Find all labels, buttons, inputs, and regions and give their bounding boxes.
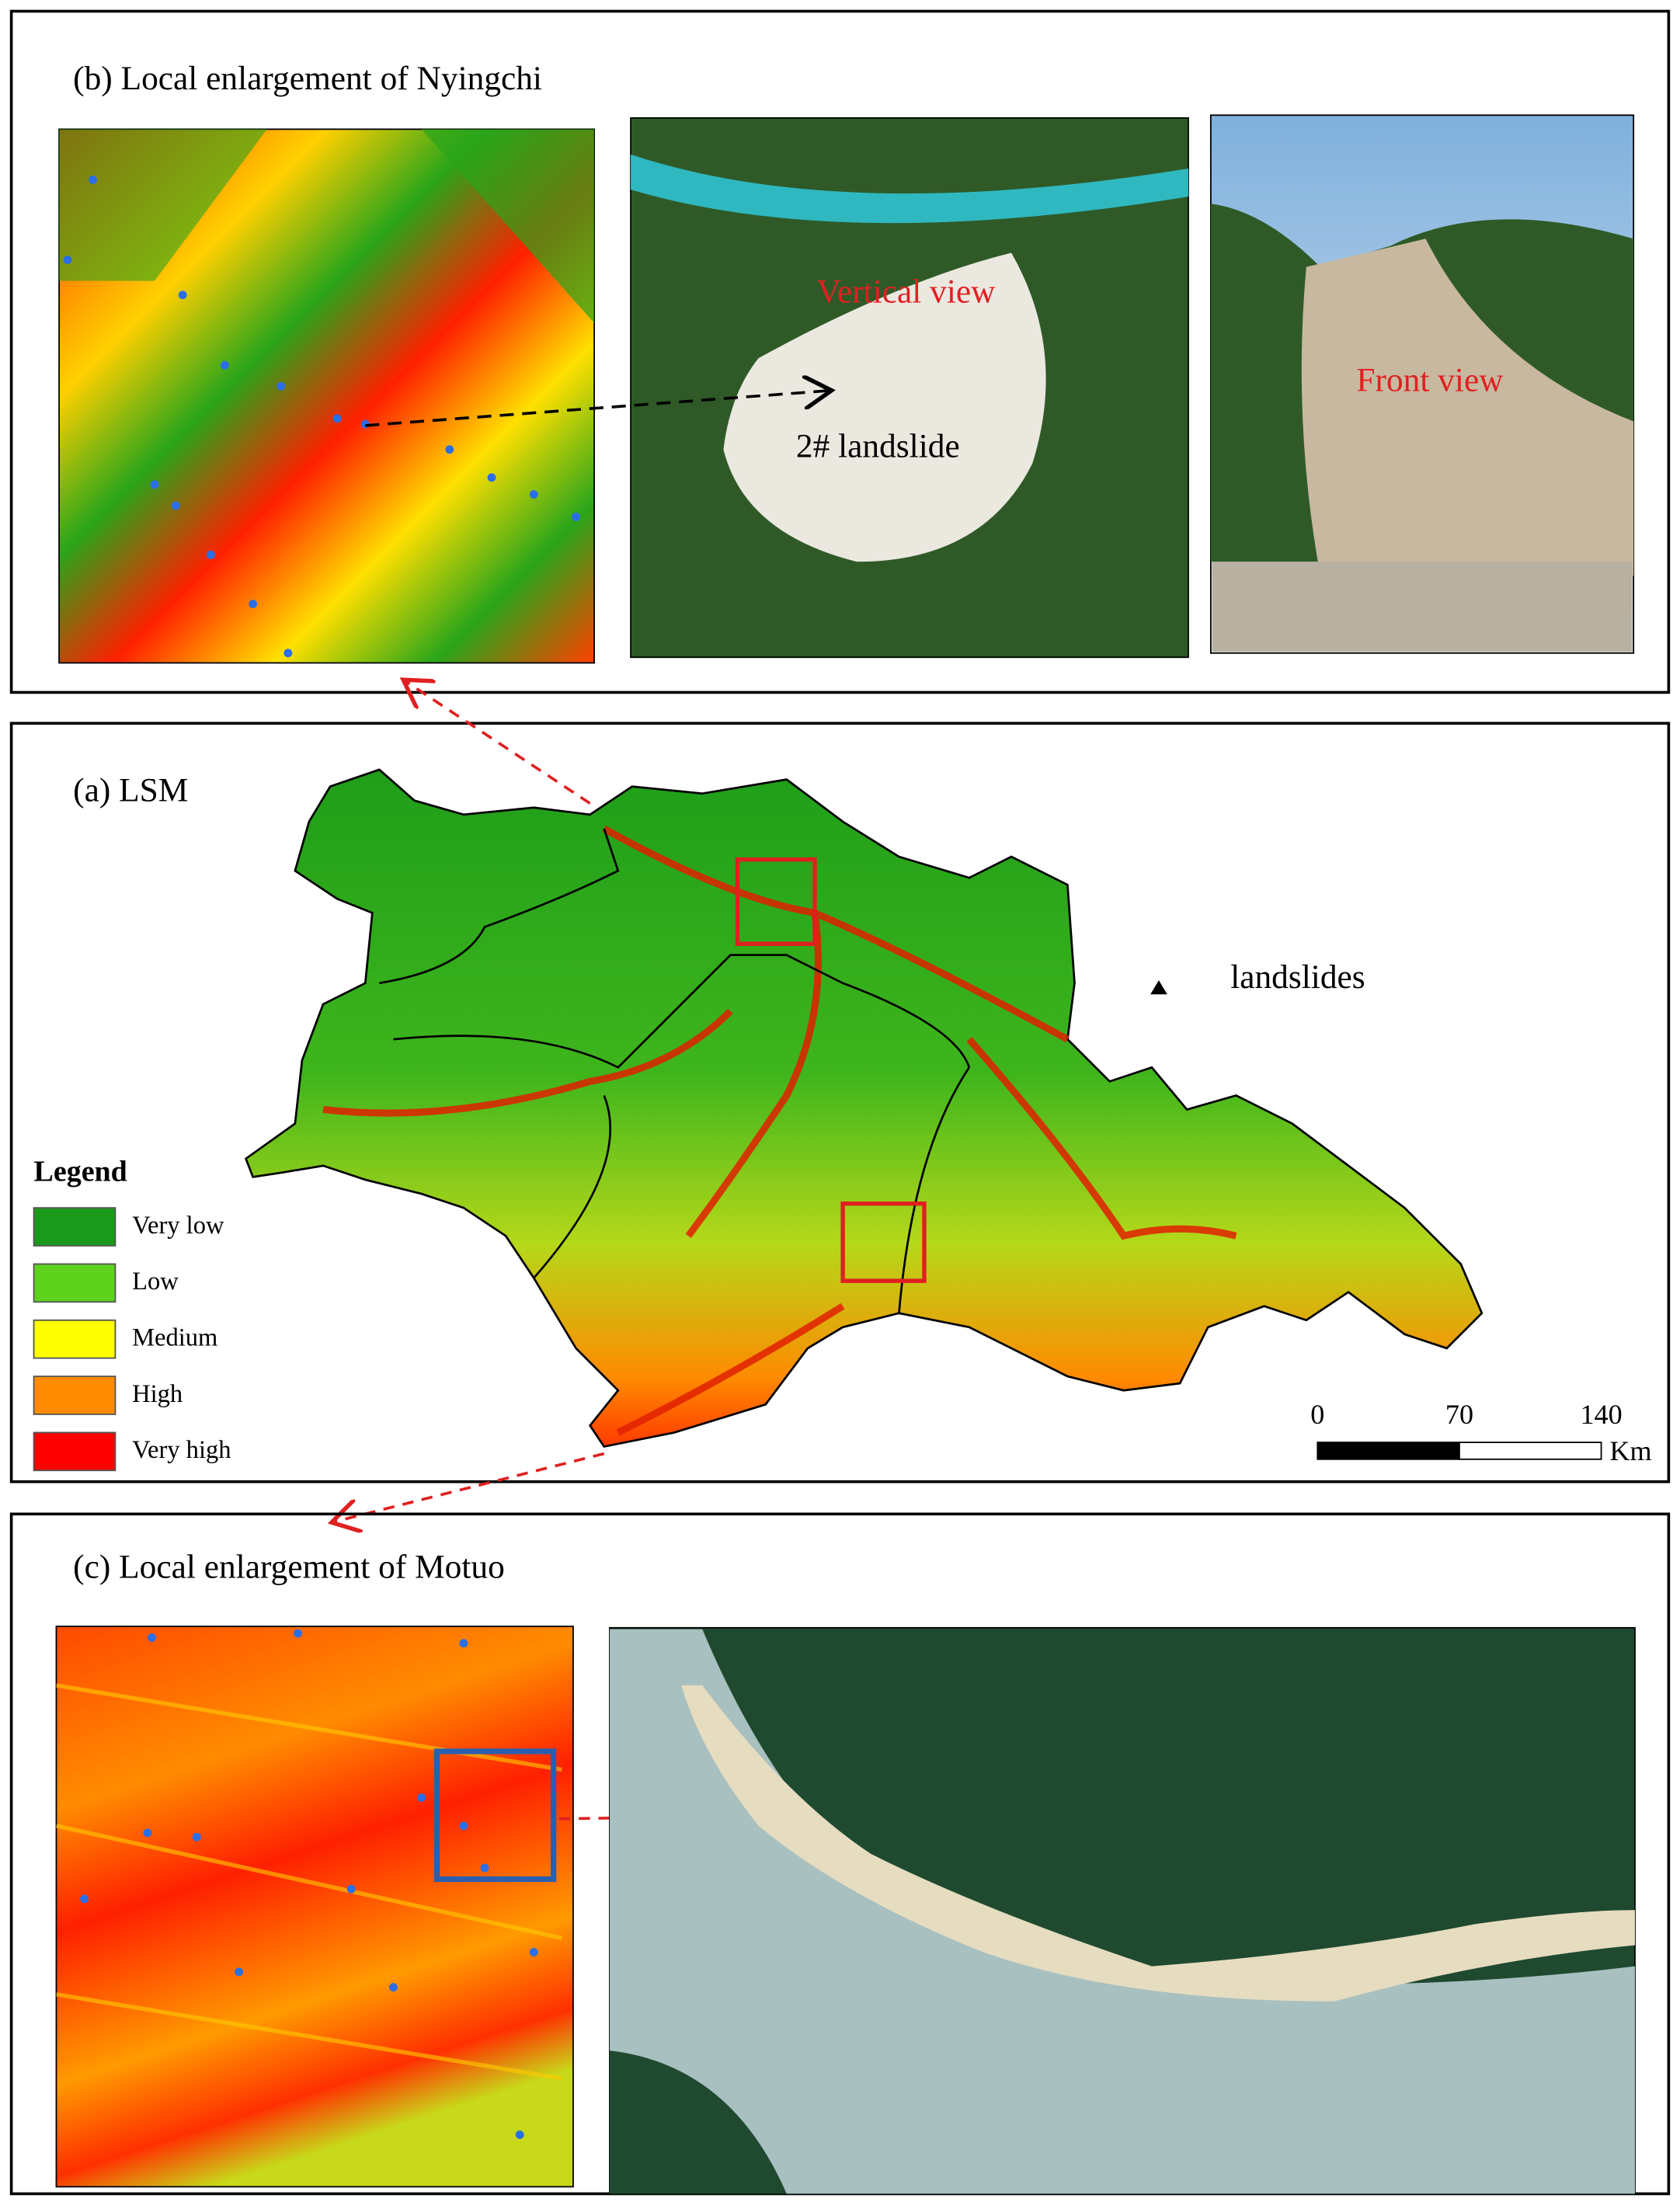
landslide-area (723, 252, 1046, 562)
landslide-slope (1301, 238, 1634, 576)
forest (609, 2050, 787, 2194)
panel-title: (b) Local enlargement of Nyingchi (73, 60, 542, 97)
map-image (55, 1626, 574, 2188)
focus-box (433, 1748, 557, 1883)
focus-box (735, 857, 817, 946)
panel-title: (c) Local enlargement of Motuo (73, 1549, 505, 1586)
legend-label: Low (132, 1268, 179, 1296)
arrow (403, 680, 591, 805)
legend: Very low Low Medium High Very high (33, 1207, 231, 1472)
focus-box (840, 1201, 927, 1283)
legend-title: Legend (34, 1155, 127, 1188)
legend-swatch (33, 1319, 117, 1359)
scale-bar: 0 70 140 Km (1310, 1399, 1651, 1466)
point-legend-label: landslides (1230, 958, 1365, 996)
panel-title: (a) LSM (73, 772, 188, 809)
road (1212, 562, 1633, 652)
study-area (244, 768, 1483, 1449)
scale-tick-label: 70 (1445, 1399, 1473, 1430)
scale-tick-label: 140 (1580, 1399, 1622, 1430)
photo-label: Front view (1356, 362, 1504, 399)
legend-swatch (33, 1376, 117, 1415)
panel-frame (9, 722, 1671, 1483)
panel-frame (9, 9, 1671, 694)
legend-label: Very low (132, 1212, 224, 1240)
legend-label: Very high (132, 1436, 231, 1464)
legend-swatch (33, 1431, 117, 1472)
legend-label: Medium (132, 1324, 217, 1352)
scale-tick-label: 0 (1310, 1399, 1324, 1430)
river (631, 154, 1188, 224)
basin-boundaries (379, 828, 971, 1313)
point-legend-symbol (1150, 980, 1167, 995)
map-texture (421, 129, 595, 323)
map-texture (55, 1683, 563, 2081)
landslide-dots (80, 1629, 538, 2140)
legend-label: High (132, 1380, 183, 1408)
landslide-dots (63, 176, 580, 658)
river (609, 1629, 1635, 2194)
arrow (332, 1452, 605, 1523)
arrow (365, 391, 831, 427)
landslide-scar (681, 1685, 1635, 2002)
scale-segment (1317, 1442, 1460, 1460)
map-texture (59, 129, 267, 281)
legend-swatch (33, 1263, 117, 1303)
photo-label: Vertical view (816, 273, 996, 311)
legend-swatch (33, 1207, 117, 1247)
photo-label: 2# landslide (796, 428, 960, 465)
scale-unit: Km (1609, 1435, 1651, 1466)
scale-segment (1459, 1442, 1602, 1460)
